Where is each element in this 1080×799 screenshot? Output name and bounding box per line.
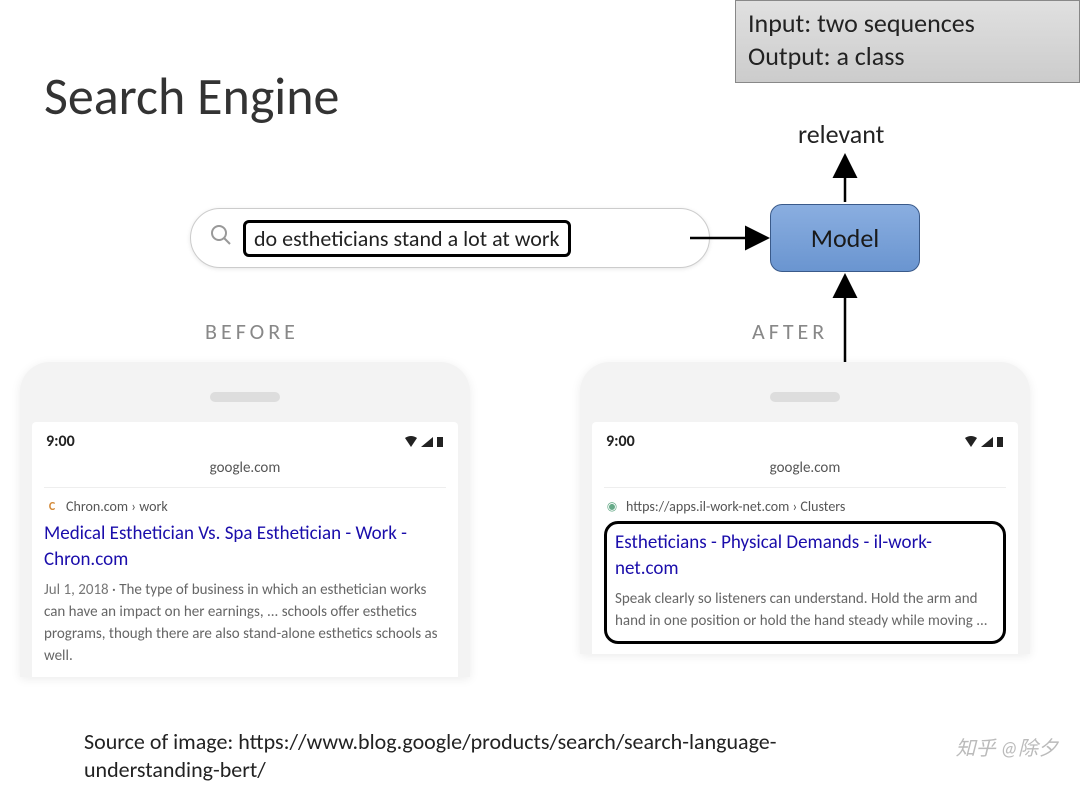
output-label: relevant: [798, 118, 884, 150]
result-breadcrumb: ◉ https://apps.il-work-net.com › Cluster…: [604, 498, 1006, 515]
status-time: 9:00: [606, 432, 635, 451]
battery-icon: [436, 436, 444, 448]
watermark: 知乎 @除夕: [956, 732, 1058, 761]
snippet-date: Jul 1, 2018: [44, 581, 109, 599]
status-icons: [964, 436, 1004, 448]
result-snippet: Speak clearly so listeners can understan…: [615, 589, 995, 633]
model-box: Model: [770, 204, 920, 272]
signal-icon: [980, 436, 994, 448]
io-spec-box: Input: two sequences Output: a class: [735, 0, 1080, 83]
breadcrumb-text: https://apps.il-work-net.com › Clusters: [626, 498, 845, 515]
signal-icon: [420, 436, 434, 448]
io-input-line: Input: two sequences: [748, 7, 1067, 40]
status-bar: 9:00: [604, 428, 1006, 455]
result-title[interactable]: Estheticians - Physical Demands - il-wor…: [615, 530, 995, 581]
search-result-after: ◉ https://apps.il-work-net.com › Cluster…: [604, 488, 1006, 644]
status-time: 9:00: [46, 432, 75, 451]
source-citation: Source of image: https://www.blog.google…: [84, 728, 1004, 785]
source-line2: understanding-bert/: [84, 756, 266, 783]
result-snippet: Jul 1, 2018 · The type of business in wh…: [44, 580, 446, 667]
before-label: BEFORE: [205, 318, 299, 345]
phone-screen-after: 9:00 google.com ◉ https://apps.il-work-n…: [592, 422, 1018, 654]
phone-before: 9:00 google.com C Chron.com › work Medic…: [20, 362, 470, 677]
search-bar: do estheticians stand a lot at work: [190, 208, 710, 268]
io-output-line: Output: a class: [748, 40, 1067, 73]
search-result-before: C Chron.com › work Medical Esthetician V…: [44, 488, 446, 667]
phone-after: 9:00 google.com ◉ https://apps.il-work-n…: [580, 362, 1030, 654]
result-title[interactable]: Medical Esthetician Vs. Spa Esthetician …: [44, 521, 446, 572]
search-icon: [209, 223, 233, 254]
slide-title: Search Engine: [44, 64, 339, 128]
wifi-icon: [404, 436, 418, 448]
breadcrumb-text: Chron.com › work: [66, 498, 168, 515]
favicon-ilwork: ◉: [604, 499, 620, 515]
url-bar: google.com: [44, 455, 446, 488]
source-line1: Source of image: https://www.blog.google…: [84, 728, 776, 755]
url-bar: google.com: [604, 455, 1006, 488]
highlighted-result: Estheticians - Physical Demands - il-wor…: [604, 521, 1006, 644]
after-label: AFTER: [752, 318, 828, 345]
wifi-icon: [964, 436, 978, 448]
model-label: Model: [811, 222, 880, 254]
phone-notch: [210, 392, 280, 402]
favicon-chron: C: [44, 499, 60, 515]
result-breadcrumb: C Chron.com › work: [44, 498, 446, 515]
status-bar: 9:00: [44, 428, 446, 455]
search-query[interactable]: do estheticians stand a lot at work: [243, 220, 571, 257]
phone-screen-before: 9:00 google.com C Chron.com › work Medic…: [32, 422, 458, 677]
battery-icon: [996, 436, 1004, 448]
phone-notch: [770, 392, 840, 402]
status-icons: [404, 436, 444, 448]
